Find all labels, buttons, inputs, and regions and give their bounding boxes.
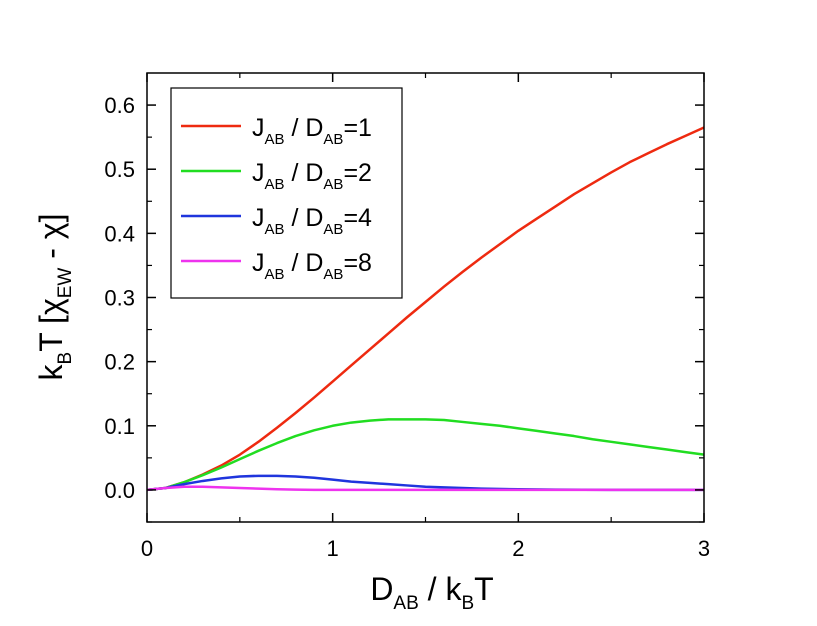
series-line-1 xyxy=(146,126,705,492)
x-tick-label: 1 xyxy=(327,536,339,561)
x-axis-title: DAB / kBT xyxy=(370,571,493,614)
y-tick-label: 0.2 xyxy=(104,350,135,375)
series-line-2 xyxy=(146,418,705,492)
y-tick-label: 0.4 xyxy=(104,221,135,246)
legend-entry-3: JAB / DAB=4 xyxy=(181,204,372,238)
series-line-4 xyxy=(146,485,704,492)
x-tick-label: 0 xyxy=(141,536,153,561)
y-tick-label: 0.5 xyxy=(104,157,135,182)
y-axis-title: kBT [χEW - χ] xyxy=(33,214,76,381)
y-tick-label: 0.3 xyxy=(104,286,135,311)
legend: JAB / DAB=1 JAB / DAB=2 JAB / DAB=4 JAB … xyxy=(170,87,403,299)
y-tick-label: 0.1 xyxy=(104,414,135,439)
legend-entry-2: JAB / DAB=2 xyxy=(181,159,372,193)
legend-entry-4: JAB / DAB=8 xyxy=(181,249,372,283)
legend-box xyxy=(170,87,403,299)
legend-label-2: JAB / DAB=2 xyxy=(252,159,372,193)
series-layer xyxy=(146,126,705,492)
x-tick-label: 2 xyxy=(512,536,524,561)
legend-label-1: JAB / DAB=1 xyxy=(252,114,372,148)
ticks-layer: 0 1 2 3 0.0 0.1 0.2 0.3 0.4 0.5 0.6 xyxy=(104,73,710,561)
legend-label-3: JAB / DAB=4 xyxy=(252,204,372,238)
legend-entry-1: JAB / DAB=1 xyxy=(181,114,372,148)
legend-label-4: JAB / DAB=8 xyxy=(252,249,372,283)
y-tick-label: 0.6 xyxy=(104,93,135,118)
x-tick-label: 3 xyxy=(698,536,710,561)
y-tick-label: 0.0 xyxy=(104,478,135,503)
